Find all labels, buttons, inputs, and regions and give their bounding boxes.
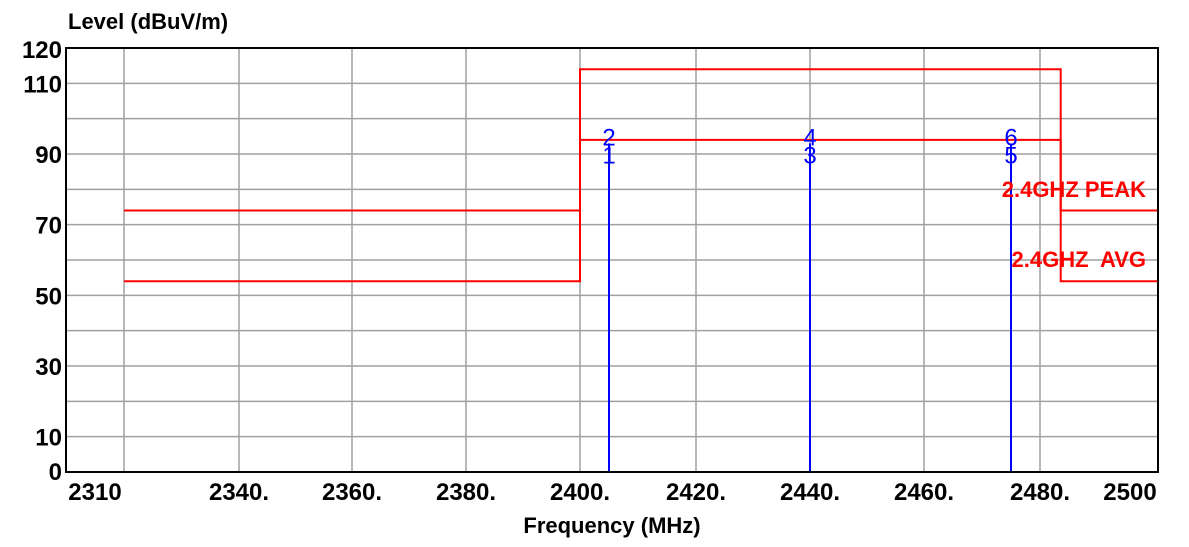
marker-label: 6: [1004, 124, 1017, 151]
y-tick-label: 110: [23, 71, 62, 98]
y-tick-label: 0: [49, 459, 62, 486]
x-tick-label: 2460.: [894, 479, 954, 506]
x-axis-label: Frequency (MHz): [523, 513, 700, 538]
markers: 12 34 56: [602, 124, 1018, 472]
x-tick-label: 2500: [1103, 479, 1156, 506]
marker-label: 4: [803, 124, 816, 151]
y-tick-label: 30: [35, 354, 62, 381]
grid: [66, 48, 1158, 472]
avg-limit-label: 2.4GHZ AVG: [1012, 247, 1146, 272]
marker-label: 3: [803, 142, 816, 169]
peak-limit-line: [124, 68, 1158, 212]
x-tick-label: 2360.: [322, 479, 382, 506]
marker-label: 1: [602, 142, 615, 169]
x-tick-label: 2340.: [209, 479, 269, 506]
y-tick-label: 120: [22, 37, 62, 64]
y-tick-label: 70: [35, 213, 62, 240]
y-tick-labels: 0 10 30 50 70 90 110 120: [22, 37, 62, 486]
limit-labels: 2.4GHZ PEAK 2.4GHZ AVG: [1002, 177, 1146, 272]
x-tick-label: 2400.: [550, 479, 610, 506]
marker-label: 2: [602, 124, 615, 151]
y-axis-label: Level (dBuV/m): [68, 9, 228, 34]
x-tick-label: 2310: [68, 479, 121, 506]
limit-lines: [124, 68, 1158, 283]
y-tick-label: 10: [35, 425, 62, 452]
peak-limit-label: 2.4GHZ PEAK: [1002, 177, 1146, 202]
x-tick-label: 2380.: [436, 479, 496, 506]
marker-label: 5: [1004, 142, 1017, 169]
y-tick-label: 50: [35, 283, 62, 310]
plot-frame: [65, 47, 1159, 473]
x-tick-label: 2420.: [666, 479, 726, 506]
x-tick-label: 2440.: [780, 479, 840, 506]
avg-limit-line: [124, 138, 1158, 283]
x-tick-labels: 2310 2340. 2360. 2380. 2400. 2420. 2440. 2460. 2…: [68, 479, 1156, 506]
x-tick-label: 2480.: [1010, 479, 1070, 506]
y-tick-label: 90: [35, 142, 62, 169]
